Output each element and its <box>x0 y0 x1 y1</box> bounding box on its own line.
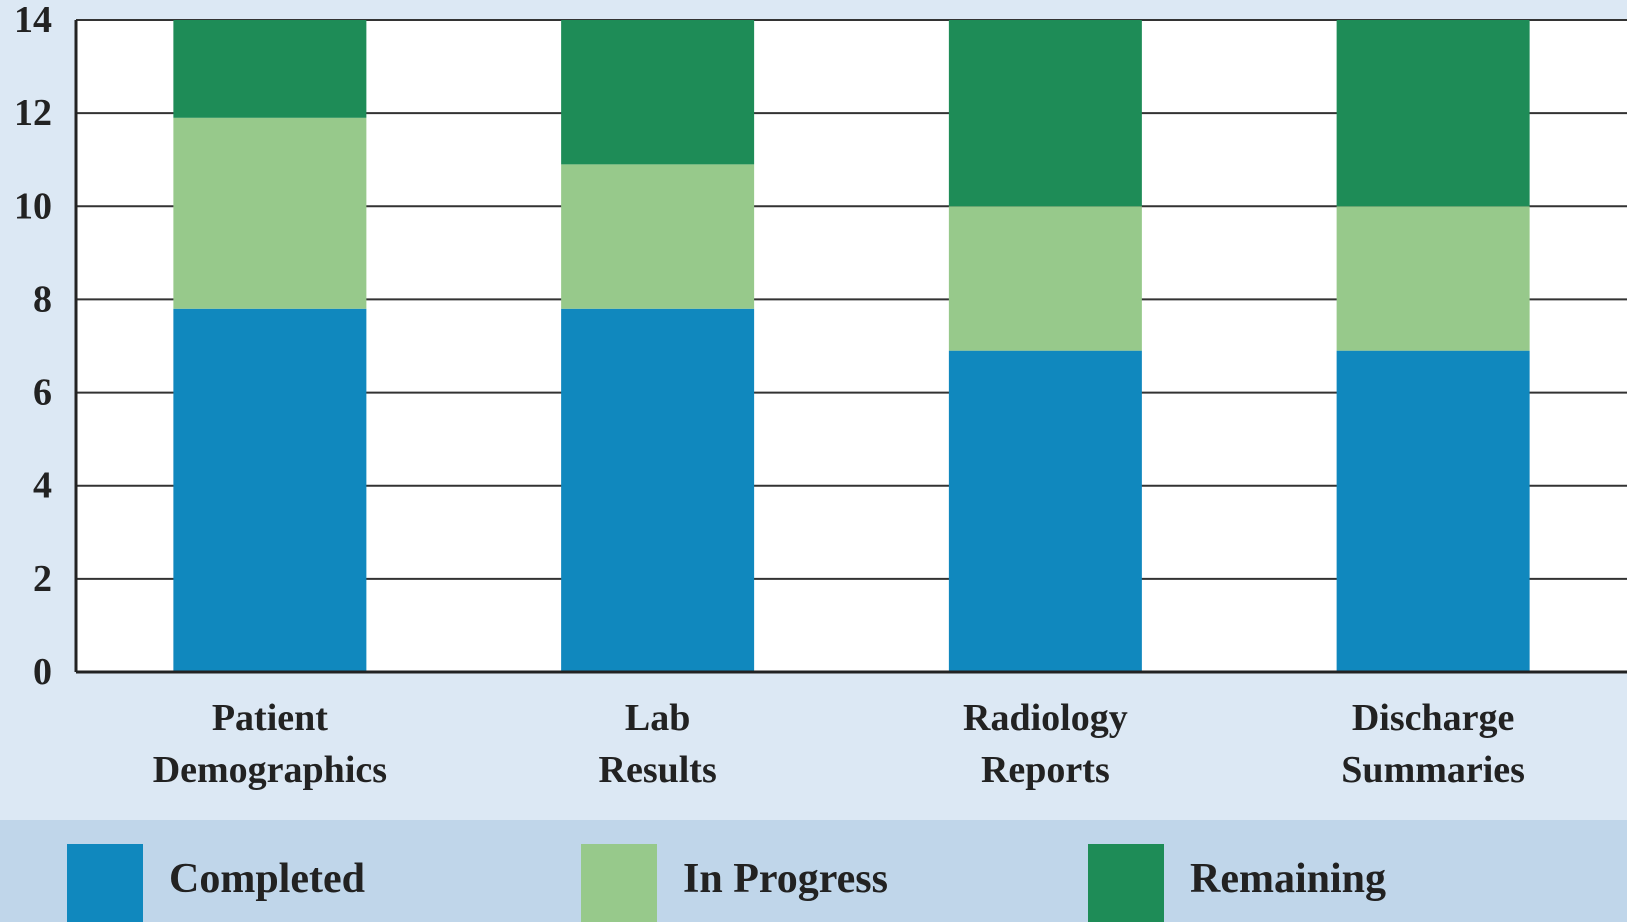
x-tick-label: Discharge Summaries <box>1341 697 1525 791</box>
y-tick-label: 0 <box>33 651 52 693</box>
bar-segment <box>561 20 755 165</box>
legend-item: In Progress <box>581 844 888 922</box>
bar-segment <box>1336 206 1530 351</box>
y-tick-label: 12 <box>14 92 52 134</box>
bar-segment <box>173 117 367 309</box>
y-tick-label: 4 <box>33 465 52 507</box>
y-tick-label: 8 <box>33 278 52 320</box>
legend-item: Completed <box>67 844 365 922</box>
legend-item: Remaining <box>1088 844 1386 922</box>
legend-label: Completed <box>169 856 365 902</box>
bar-segment <box>173 20 367 118</box>
y-tick-label: 14 <box>14 0 52 41</box>
bar-segment <box>1336 350 1530 672</box>
bar-segment <box>948 206 1142 351</box>
legend-swatch <box>67 844 143 922</box>
legend-swatch <box>581 844 657 922</box>
legend-label: Remaining <box>1190 856 1387 902</box>
chart: 0 2 4 6 8 10 12 14 <box>14 0 1627 693</box>
y-tick-label: 2 <box>33 558 52 600</box>
legend: Completed In Progress Remaining <box>0 820 1627 922</box>
x-tick-label: Radiology Reports <box>963 697 1128 791</box>
bar-segment <box>173 308 367 672</box>
legend-swatch <box>1088 844 1164 922</box>
bar-segment <box>948 20 1142 207</box>
bar-segment <box>561 164 755 309</box>
y-tick-label: 6 <box>33 372 52 414</box>
bar-segment <box>948 350 1142 672</box>
bar-segment <box>561 308 755 672</box>
x-tick-label: Lab Results <box>598 697 717 791</box>
y-tick-label: 10 <box>14 185 52 227</box>
legend-label: In Progress <box>683 856 888 902</box>
x-tick-label: Patient Demographics <box>152 697 388 791</box>
bar-segment <box>1336 20 1530 207</box>
